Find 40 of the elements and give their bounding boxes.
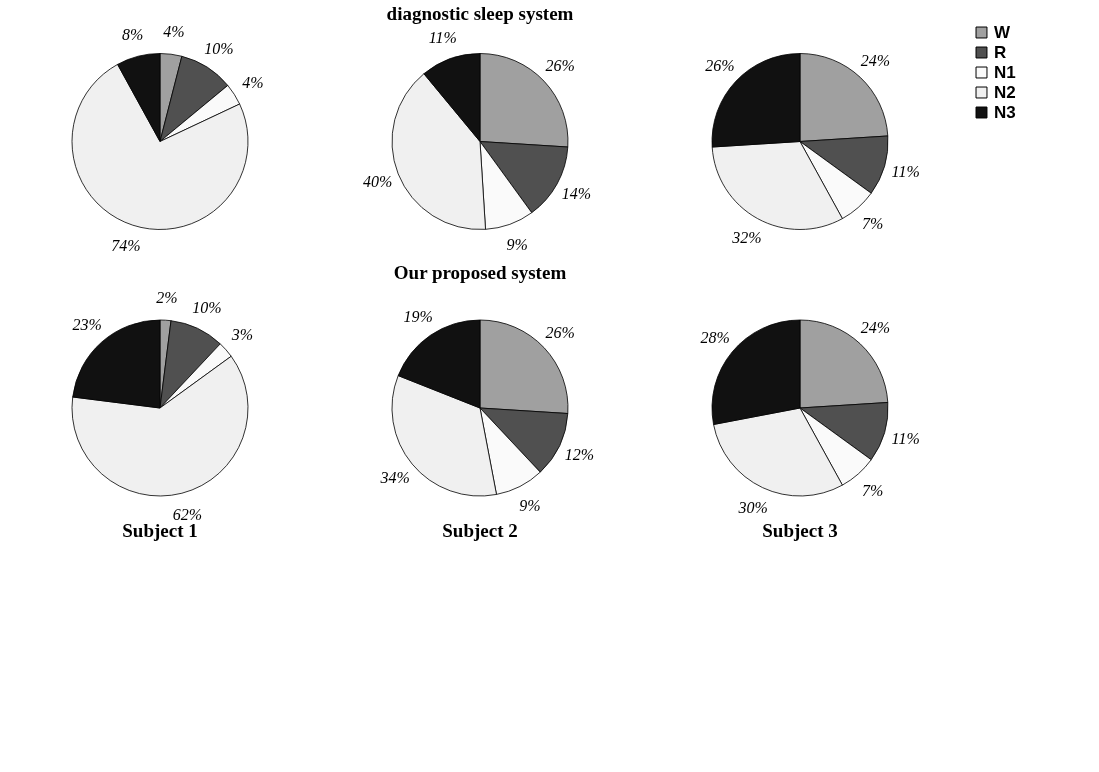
data-label: 24% [860,318,890,336]
legend-label: N2 [994,82,1016,102]
data-label: 26% [545,323,575,341]
data-label: 4% [163,23,185,41]
chart-title: diagnostic sleep system [386,3,574,24]
data-label: 11% [891,163,920,181]
legend-label: N1 [994,62,1016,82]
text: Subject 3 [762,520,838,541]
data-label: 40% [363,172,393,190]
text: Subject 2 [442,520,518,541]
legend-label: N3 [994,102,1016,122]
data-label: 26% [545,57,575,75]
data-label: 3% [230,326,254,344]
data-label: 2% [156,289,178,307]
data-label: 7% [862,481,884,499]
data-label: 28% [700,328,730,346]
legend-label: W [994,22,1011,42]
data-label: 19% [403,308,433,326]
data-label: 26% [705,57,735,75]
data-label: 7% [862,215,884,233]
data-label: 10% [192,299,222,317]
data-label: 12% [564,445,595,463]
data-label: 14% [561,185,592,203]
data-label: 4% [242,73,264,91]
data-label: 23% [72,316,102,334]
legend-label: R [994,42,1007,62]
data-label: 11% [428,29,457,46]
data-label: 11% [891,429,920,447]
chart-title: Our proposed system [393,262,567,283]
text: Subject 1 [122,520,198,541]
data-label: 9% [506,236,528,253]
data-label: 24% [860,52,890,70]
data-label: 30% [737,498,768,516]
data-label: 8% [121,25,144,43]
data-label: 9% [519,497,541,515]
data-label: 62% [172,505,203,523]
data-label: 74% [111,237,141,255]
data-label: 34% [379,469,410,487]
data-label: 10% [204,39,234,57]
data-label: 32% [731,228,762,246]
